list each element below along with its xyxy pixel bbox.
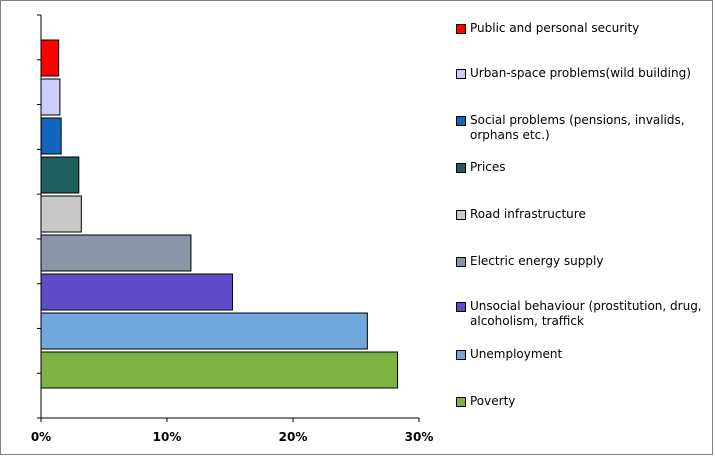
legend-swatch xyxy=(456,350,466,360)
bar-3 xyxy=(40,234,192,272)
legend-item: Prices xyxy=(456,160,711,175)
legend-swatch xyxy=(456,116,466,126)
legend-swatch xyxy=(456,210,466,220)
bar-0 xyxy=(40,351,399,389)
legend-label: Social problems (pensions, invalids, orp… xyxy=(470,113,685,142)
x-tick-label: 10% xyxy=(153,430,182,444)
bar-8 xyxy=(40,39,60,77)
legend-swatch xyxy=(456,302,466,312)
legend-item: Unsocial behaviour (prostitution, drug, … xyxy=(456,299,711,329)
legend-label: Road infrastructure xyxy=(470,207,586,221)
x-tick-label: 20% xyxy=(279,430,308,444)
legend-swatch xyxy=(456,69,466,79)
legend-item: Unemployment xyxy=(456,347,711,362)
bar-chart: 0% 10% 20% 30% xyxy=(31,14,434,444)
legend: Public and personal security Urban-space … xyxy=(456,1,711,456)
axis-ticks: 0% 10% 20% 30% xyxy=(31,14,434,444)
legend-label: Electric energy supply xyxy=(470,254,604,268)
legend-label: Unemployment xyxy=(470,347,563,361)
legend-swatch xyxy=(456,397,466,407)
legend-item: Road infrastructure xyxy=(456,207,711,222)
legend-swatch xyxy=(456,163,466,173)
legend-label: Public and personal security xyxy=(470,21,640,35)
legend-label: Unsocial behaviour (prostitution, drug, … xyxy=(470,299,702,328)
legend-item: Urban-space problems(wild building) xyxy=(456,66,711,81)
bar-1 xyxy=(40,312,368,350)
legend-item: Public and personal security xyxy=(456,21,711,36)
legend-item: Social problems (pensions, invalids, orp… xyxy=(456,113,711,143)
legend-label: Poverty xyxy=(470,394,516,408)
legend-swatch xyxy=(456,257,466,267)
bar-7 xyxy=(40,78,61,116)
bar-6 xyxy=(40,117,62,155)
x-tick-label: 0% xyxy=(31,430,51,444)
bars xyxy=(40,39,399,389)
x-tick-label: 30% xyxy=(405,430,434,444)
legend-label: Prices xyxy=(470,160,506,174)
legend-item: Electric energy supply xyxy=(456,254,711,269)
bar-4 xyxy=(40,195,82,233)
bar-5 xyxy=(40,156,80,194)
legend-label: Urban-space problems(wild building) xyxy=(470,66,691,80)
bar-2 xyxy=(40,273,234,311)
legend-item: Poverty xyxy=(456,394,711,409)
legend-swatch xyxy=(456,24,466,34)
